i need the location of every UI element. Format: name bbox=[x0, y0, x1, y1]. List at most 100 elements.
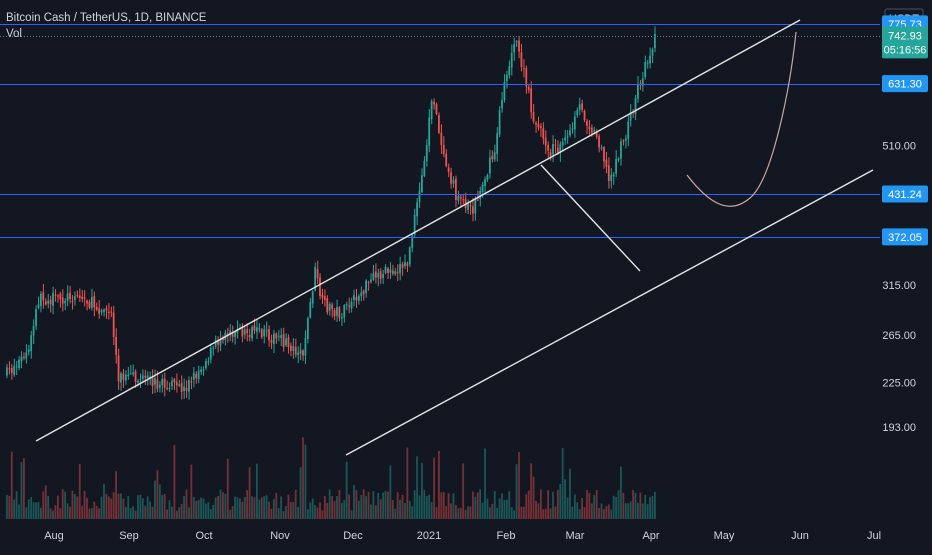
candle-body bbox=[488, 157, 491, 174]
channel-lower-line[interactable] bbox=[345, 169, 874, 456]
candle-body bbox=[255, 327, 258, 332]
candle-body bbox=[61, 297, 64, 304]
projection-curve[interactable] bbox=[686, 31, 797, 207]
volume-bar bbox=[491, 503, 494, 519]
horizontal-levels[interactable] bbox=[0, 0, 880, 238]
candle-body bbox=[306, 318, 309, 340]
trend-lines[interactable] bbox=[35, 19, 874, 456]
volume-bar bbox=[146, 496, 149, 519]
volume-bar bbox=[304, 444, 307, 519]
candle-body bbox=[469, 205, 472, 207]
volume-bar bbox=[435, 506, 438, 519]
candle-body bbox=[44, 301, 47, 305]
level-badge bbox=[882, 228, 928, 246]
candle-body bbox=[561, 141, 564, 146]
candle-body bbox=[73, 296, 76, 301]
candle-body bbox=[549, 152, 552, 157]
volume-bar bbox=[404, 503, 406, 519]
candle-body bbox=[243, 329, 246, 335]
candle-body bbox=[209, 348, 212, 360]
volume-bar bbox=[137, 495, 139, 519]
volume-bar bbox=[423, 489, 426, 519]
volume-bar bbox=[71, 490, 74, 519]
candle-body bbox=[603, 147, 605, 162]
volume-bar bbox=[586, 489, 588, 519]
candle-body bbox=[20, 356, 23, 362]
volume-bar bbox=[272, 499, 275, 519]
volume-bar bbox=[387, 491, 389, 519]
volume-bar bbox=[214, 497, 217, 519]
candle-body bbox=[406, 263, 409, 266]
volume-bar bbox=[132, 506, 135, 519]
candle-body bbox=[435, 104, 438, 114]
volume-bar bbox=[333, 501, 336, 519]
volume-bar bbox=[382, 492, 384, 519]
time-tick-label: Jul bbox=[867, 530, 881, 542]
volume-bar bbox=[127, 495, 130, 519]
candle-body bbox=[370, 279, 372, 282]
volume-bar bbox=[471, 491, 474, 519]
volume-bar bbox=[328, 489, 331, 519]
candle-body bbox=[530, 88, 533, 113]
candle-body bbox=[493, 152, 496, 160]
volume-bar bbox=[394, 508, 397, 519]
resistance-trend-line[interactable] bbox=[540, 164, 641, 272]
candle-body bbox=[185, 387, 188, 391]
candle-body bbox=[527, 86, 530, 91]
candle-body bbox=[314, 266, 317, 291]
volume-bar bbox=[93, 501, 96, 519]
volume-bar bbox=[105, 493, 108, 519]
candle-body bbox=[275, 333, 278, 339]
candle-body bbox=[214, 340, 217, 347]
volume-bar bbox=[326, 502, 329, 519]
volume-bar bbox=[234, 496, 236, 519]
candle-body bbox=[389, 269, 392, 273]
volume-bar bbox=[510, 507, 513, 519]
volume-bar bbox=[154, 480, 156, 519]
candle-body bbox=[328, 304, 331, 311]
volume-bar bbox=[654, 491, 656, 519]
candle-body bbox=[146, 375, 149, 379]
volume-bar bbox=[629, 501, 632, 519]
candle-body bbox=[578, 104, 581, 110]
candle-body bbox=[316, 268, 319, 279]
volume-bar bbox=[86, 497, 88, 519]
volume-bar bbox=[476, 492, 479, 519]
candle-body bbox=[134, 371, 137, 382]
volume-bar bbox=[100, 496, 103, 519]
volume-bar bbox=[416, 456, 418, 519]
candle-body bbox=[387, 268, 389, 274]
candle-body bbox=[331, 304, 334, 310]
volume-bar bbox=[180, 504, 183, 519]
candle-body bbox=[627, 121, 630, 139]
volume-bar bbox=[518, 452, 520, 519]
volume-bar bbox=[481, 502, 484, 519]
candle-body bbox=[105, 308, 108, 311]
volume-bar bbox=[607, 504, 610, 519]
price-tick-label: 193.00 bbox=[882, 422, 916, 434]
candle-body bbox=[71, 301, 74, 303]
volume-bar bbox=[316, 507, 319, 519]
volume-bar bbox=[110, 498, 113, 519]
volume-bar bbox=[20, 462, 23, 519]
candle-body bbox=[340, 317, 343, 319]
candle-body bbox=[202, 369, 205, 371]
candle-body bbox=[39, 293, 42, 307]
candle-body bbox=[292, 346, 295, 352]
candle-body bbox=[384, 267, 387, 273]
volume-bar bbox=[88, 508, 91, 519]
candle-body bbox=[205, 361, 207, 369]
volume-bar bbox=[253, 497, 256, 519]
candle-body bbox=[481, 184, 484, 193]
candle-body bbox=[175, 381, 178, 386]
candle-body bbox=[355, 297, 358, 301]
candle-body bbox=[217, 341, 219, 345]
candle-body bbox=[81, 296, 84, 299]
volume-bar bbox=[433, 457, 435, 519]
candle-body bbox=[88, 301, 91, 308]
channel-upper-line[interactable] bbox=[35, 19, 801, 442]
candle-body bbox=[416, 202, 418, 217]
price-tick-label: 315.00 bbox=[882, 280, 916, 292]
